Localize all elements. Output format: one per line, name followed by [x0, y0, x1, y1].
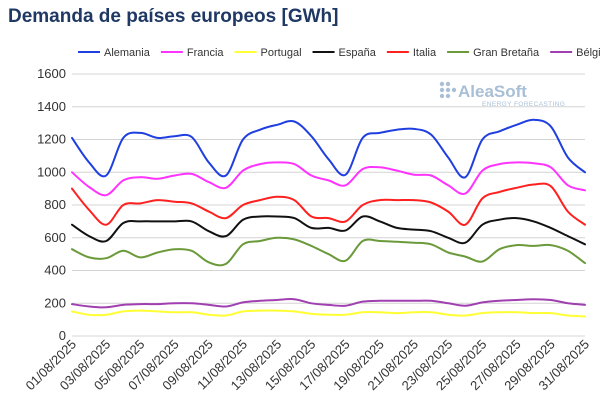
legend-label-gran-bretana: Gran Bretaña: [473, 47, 540, 59]
gridlines: [72, 73, 585, 337]
series-line-belgica: [71, 298, 586, 309]
watermark-tagline: ENERGY FORECASTING: [482, 101, 565, 108]
y-tick-label: 1200: [37, 132, 66, 147]
legend-label-belgica: Bélgica: [576, 47, 600, 59]
series-line-francia: [71, 161, 586, 197]
legend-label-italia: Italia: [413, 47, 437, 59]
y-tick-label: 1000: [37, 164, 66, 179]
legend-label-portugal: Portugal: [261, 47, 302, 59]
series-line-alemania: [71, 118, 586, 179]
data-series: [71, 118, 586, 318]
series-line-gran-bretana: [71, 236, 586, 267]
watermark-brand: AleaSoft: [458, 82, 527, 101]
aleasoft-logo-icon: [439, 81, 457, 99]
legend-label-espana: España: [339, 47, 377, 59]
x-axis-ticks: 01/08/202503/08/202505/08/202507/08/2025…: [22, 337, 592, 394]
chart-title: Demanda de países europeos [GWh]: [8, 6, 339, 27]
series-line-espana: [71, 215, 586, 246]
y-tick-label: 200: [44, 295, 66, 310]
legend-label-francia: Francia: [187, 47, 225, 59]
legend: Alemania Francia Portugal España Italia Gran …: [78, 47, 600, 59]
legend-label-alemania: Alemania: [104, 47, 151, 59]
y-tick-label: 1600: [37, 66, 66, 81]
y-tick-label: 600: [44, 230, 66, 245]
y-tick-label: 800: [44, 197, 66, 212]
series-line-portugal: [71, 309, 586, 318]
y-tick-label: 1400: [37, 99, 66, 114]
y-tick-label: 400: [44, 263, 66, 278]
y-tick-label: 0: [59, 328, 66, 343]
series-line-italia: [71, 182, 586, 226]
aleasoft-watermark: AleaSoft ENERGY FORECASTING: [439, 81, 565, 108]
y-axis-ticks: 0 200 400 600 800 1000 1200 1400 1600: [37, 66, 66, 343]
